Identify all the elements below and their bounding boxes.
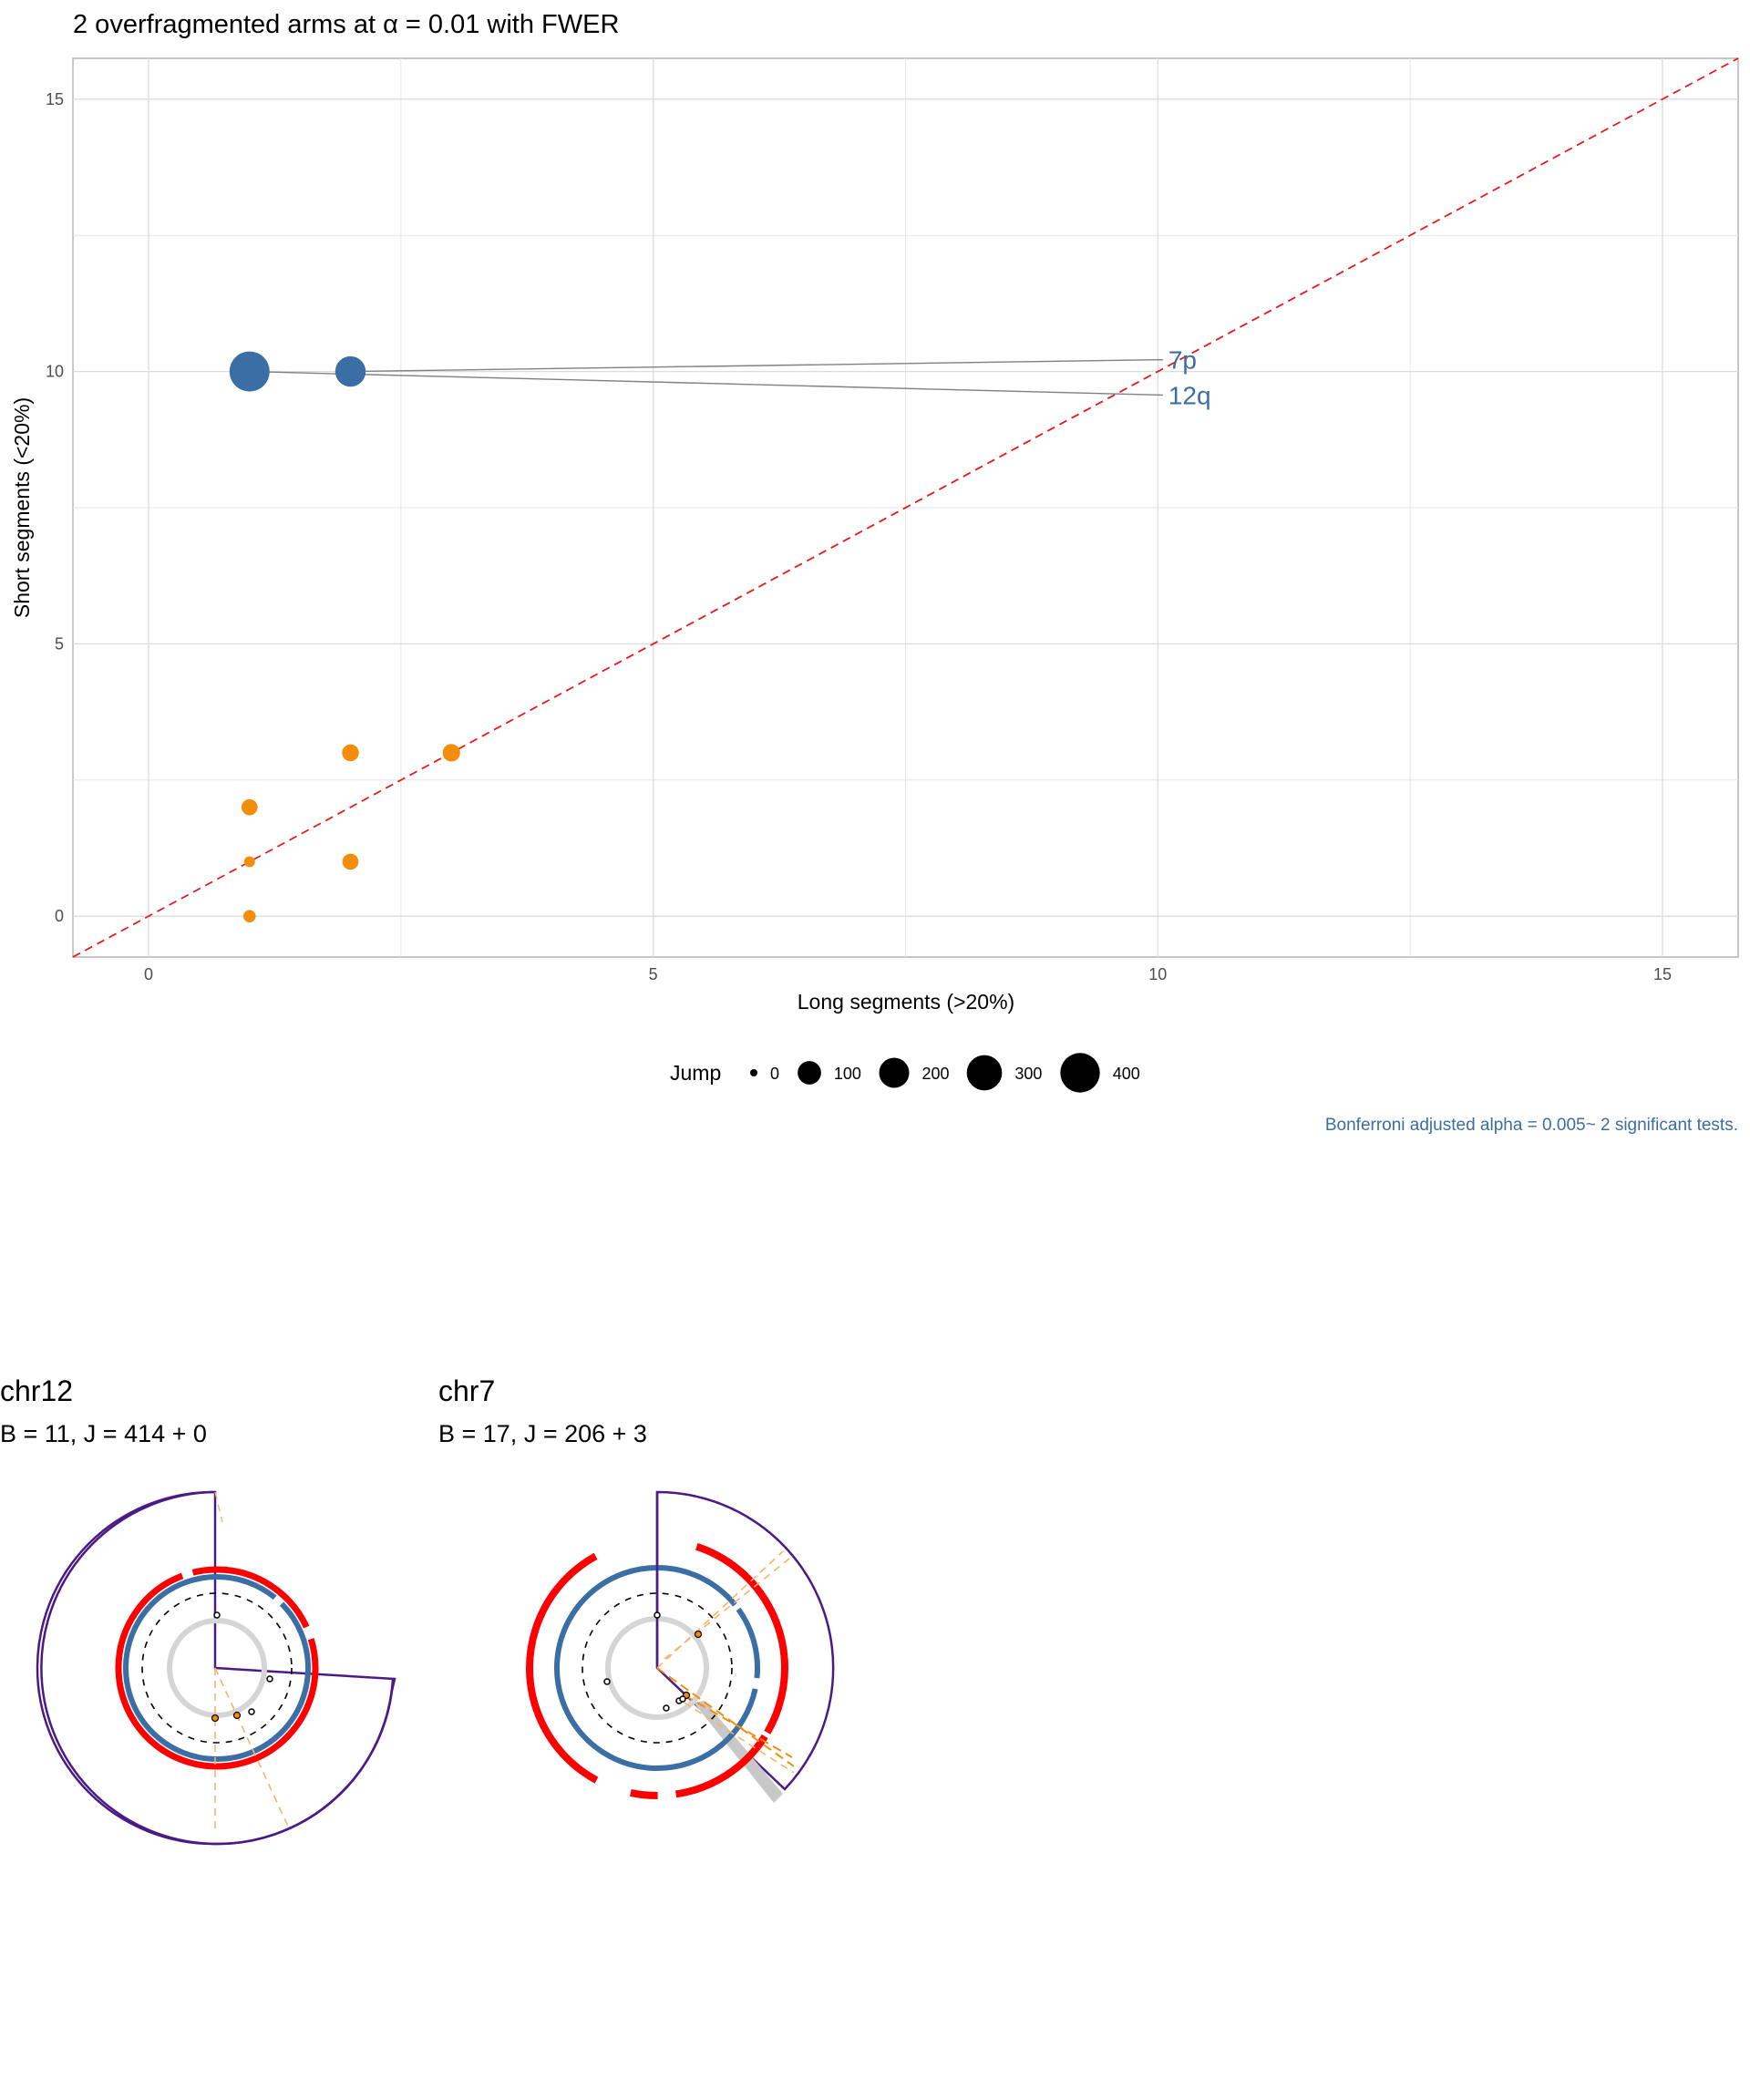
- legend-key: [966, 1055, 1003, 1091]
- y-tick-labels: 0 5 10 15: [46, 90, 64, 925]
- reference-line: [72, 57, 1739, 958]
- size-legend: Jump 0 100 200 300 400: [670, 1053, 1140, 1093]
- point: [243, 856, 255, 868]
- point: [241, 798, 258, 816]
- point: [342, 744, 359, 762]
- chr7-outer-sector: [655, 1490, 835, 1791]
- chr7-title: chr7: [438, 1374, 495, 1407]
- label-7p: 7p: [1168, 346, 1197, 375]
- chr12-dashed-ring: [141, 1592, 293, 1744]
- legend-label: 0: [770, 1065, 779, 1083]
- chr12-subtitle: B = 11, J = 414 + 0: [0, 1420, 207, 1447]
- point: [442, 744, 460, 762]
- point: [342, 853, 359, 870]
- caption: Bonferroni adjusted alpha = 0.005~ 2 sig…: [1325, 1116, 1738, 1135]
- label-12q: 12q: [1168, 381, 1211, 409]
- legend-label: 300: [1014, 1065, 1042, 1083]
- y-tick-label: 0: [55, 907, 64, 925]
- chr12-red-ring: [115, 1566, 319, 1770]
- legend-key: [750, 1069, 757, 1076]
- legend-label: 200: [922, 1065, 950, 1083]
- chr7-panel: chr7 B = 17, J = 206 + 3: [438, 1374, 835, 1803]
- label-leaders: [249, 358, 1163, 396]
- leader-12q: [249, 370, 1163, 396]
- point: [242, 910, 256, 922]
- plot-title: 2 overfragmented arms at α = 0.01 with F…: [73, 10, 619, 39]
- legend-key: [1060, 1053, 1100, 1093]
- chr7-grey-wedge: [694, 1701, 783, 1803]
- y-tick-label: 5: [55, 634, 64, 653]
- y-tick-label: 10: [46, 363, 64, 381]
- chr12-title: chr12: [0, 1374, 73, 1407]
- legend-label: 100: [834, 1065, 861, 1083]
- diagonal-line: [72, 57, 1739, 958]
- chr12-panel: chr12 B = 11, J = 414 + 0: [0, 1374, 396, 1846]
- significant-point: [335, 355, 366, 387]
- significant-point: [229, 351, 270, 392]
- chr7-circos: [526, 1490, 835, 1803]
- legend-label: 400: [1113, 1065, 1140, 1083]
- chr7-dashed-ring: [582, 1592, 733, 1744]
- x-tick-label: 0: [144, 965, 153, 983]
- x-tick-label: 15: [1653, 965, 1672, 983]
- chr7-blue-ring: [554, 1565, 760, 1771]
- x-tick-labels: 0 5 10 15: [144, 965, 1672, 983]
- y-axis-title: Short segments (<20%): [10, 397, 34, 618]
- chr12-blue-ring: [123, 1574, 311, 1762]
- chr12-circos: [36, 1490, 396, 1846]
- x-axis-title: Long segments (>20%): [798, 990, 1014, 1014]
- y-tick-label: 15: [46, 90, 64, 108]
- leader-7p: [350, 358, 1163, 373]
- chr7-subtitle: B = 17, J = 206 + 3: [438, 1420, 647, 1447]
- data-points: [229, 351, 460, 922]
- x-tick-label: 10: [1148, 965, 1167, 983]
- legend-key: [798, 1061, 821, 1085]
- x-tick-label: 5: [649, 965, 658, 983]
- legend-title: Jump: [670, 1061, 721, 1085]
- chr12-outer-sector: [213, 1490, 396, 1692]
- legend-key: [879, 1057, 910, 1088]
